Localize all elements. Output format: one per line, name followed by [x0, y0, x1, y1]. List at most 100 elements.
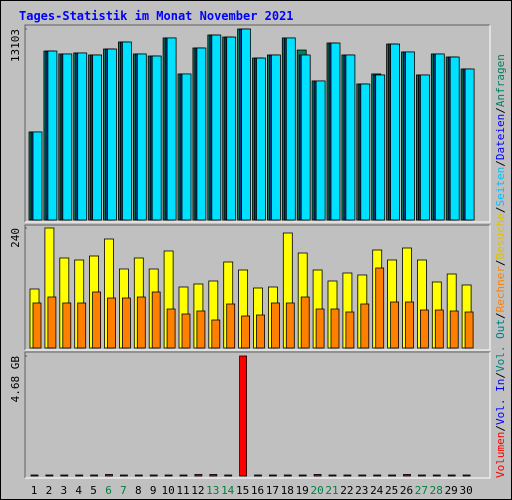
bar [330, 308, 340, 349]
bar [226, 36, 237, 221]
x-tick-label: 25 [385, 484, 398, 497]
bar [345, 54, 356, 221]
bar [298, 474, 307, 477]
bar [45, 474, 54, 477]
legend-separator: / [494, 312, 507, 319]
bar [47, 296, 57, 349]
bar [419, 74, 430, 221]
bar [270, 302, 280, 349]
chart-title: Tages-Statistik im Monat November 2021 [19, 9, 294, 23]
bar [181, 313, 191, 349]
bar [136, 53, 147, 221]
bar [434, 53, 445, 221]
bar [62, 302, 72, 349]
bar [447, 474, 456, 477]
bar [90, 474, 98, 477]
y-max-label: 13103 [9, 29, 22, 62]
bar [122, 41, 132, 221]
bar [226, 303, 236, 349]
bar [434, 309, 444, 349]
bar [256, 57, 266, 221]
bar [149, 474, 158, 477]
legend-item: Rechner [494, 266, 507, 313]
x-tick-label: 20 [310, 484, 323, 497]
bar [375, 74, 386, 221]
bar [358, 474, 367, 477]
legend: Volumen/Vol. In/Vol. Out/Rechner/Besuche… [494, 54, 507, 478]
legend-separator: / [494, 160, 507, 167]
bar [211, 34, 222, 221]
bar [343, 474, 352, 477]
x-tick-label: 8 [135, 484, 142, 497]
x-tick-label: 28 [430, 484, 443, 497]
bar [417, 474, 426, 477]
bar [75, 474, 84, 477]
bar [32, 131, 43, 221]
bar [464, 68, 475, 221]
x-tick-label: 18 [281, 484, 294, 497]
bar [166, 308, 176, 349]
panel-bevel [24, 224, 490, 350]
legend-item: Seiten [494, 167, 507, 207]
panel-bevel [25, 25, 491, 223]
bar [105, 474, 113, 477]
x-tick-label: 19 [296, 484, 309, 497]
panel-bevel [24, 351, 490, 478]
bar [360, 303, 370, 349]
bar [30, 474, 39, 477]
x-tick-label: 15 [236, 484, 249, 497]
y-max-label: 4.68 GB [9, 356, 22, 403]
panel-bevel [24, 24, 490, 222]
bar [194, 474, 203, 477]
x-tick-label: 10 [161, 484, 174, 497]
bar [315, 308, 325, 349]
bar [241, 315, 251, 349]
bar [164, 474, 173, 477]
bar [390, 43, 401, 221]
bar [211, 319, 221, 349]
x-tick-label: 5 [90, 484, 97, 497]
bar [390, 301, 400, 349]
bar [464, 311, 474, 349]
x-tick-label: 7 [120, 484, 127, 497]
bar [239, 355, 248, 477]
bar [32, 302, 42, 349]
bar [256, 314, 265, 349]
x-tick-label: 22 [340, 484, 353, 497]
bar [166, 37, 177, 221]
bar [345, 311, 355, 349]
bar [181, 73, 192, 221]
bar [254, 474, 262, 477]
x-tick-label: 27 [415, 484, 428, 497]
x-tick-label: 23 [355, 484, 368, 497]
legend-separator: / [494, 259, 507, 266]
bar [388, 474, 397, 477]
bar [62, 53, 73, 221]
bar [373, 474, 382, 477]
x-tick-label: 9 [150, 484, 157, 497]
bar [241, 28, 252, 221]
legend-item: Anfragen [494, 54, 507, 107]
y-max-label: 240 [9, 228, 22, 248]
x-tick-label: 30 [459, 484, 472, 497]
bar [151, 291, 161, 349]
bar [449, 310, 459, 349]
bar [122, 297, 131, 349]
bar [328, 474, 337, 477]
legend-item: Dateien [494, 114, 507, 160]
x-tick-label: 2 [46, 484, 53, 497]
x-tick-label: 29 [445, 484, 458, 497]
bar [285, 302, 295, 349]
legend-separator: / [494, 206, 507, 213]
bar [92, 54, 102, 221]
legend-item: Besuche [494, 213, 507, 259]
bar [120, 474, 128, 477]
bar [313, 474, 322, 477]
legend-separator: / [494, 372, 507, 379]
bar [107, 297, 116, 349]
bar [196, 310, 206, 349]
bar [92, 291, 101, 349]
x-tick-label: 11 [176, 484, 189, 497]
bar [77, 302, 87, 349]
x-tick-label: 26 [400, 484, 413, 497]
